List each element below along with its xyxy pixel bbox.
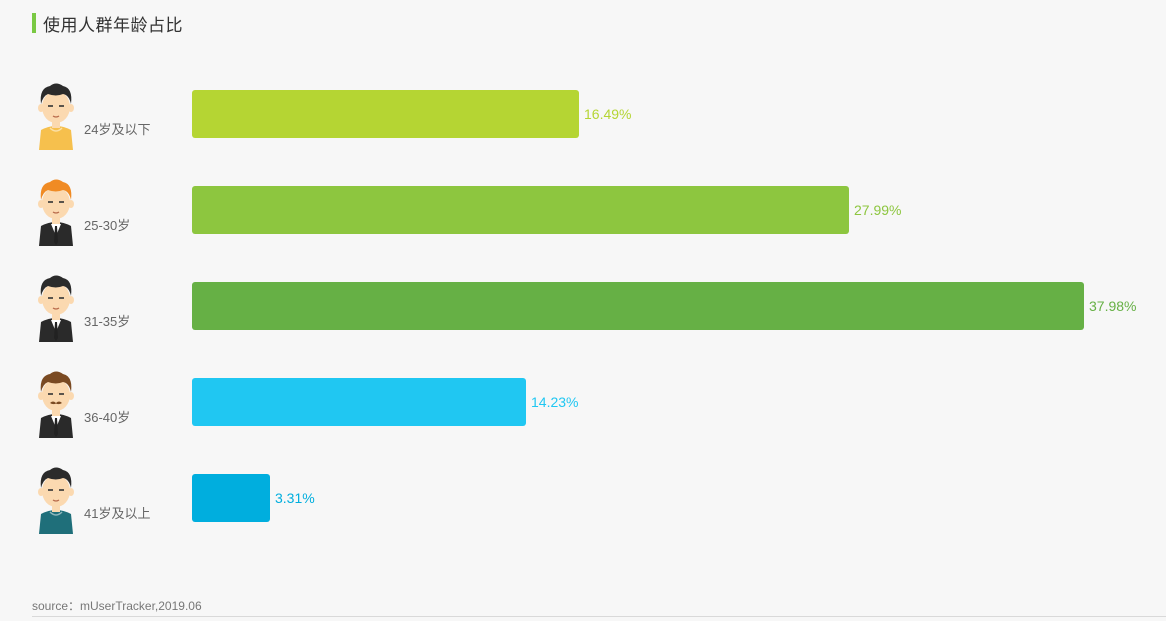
- chart-title: 使用人群年龄占比: [43, 15, 183, 36]
- bar: [192, 378, 526, 426]
- value-label: 27.99%: [854, 202, 902, 218]
- bar-row: 41岁及以上 3.31%: [0, 467, 1166, 550]
- young-man-yellow-shirt-icon: [30, 78, 82, 150]
- source-note: source：mUserTracker,2019.06: [32, 599, 202, 613]
- bar: [192, 186, 849, 234]
- bar-row: 24岁及以下 16.49%: [0, 83, 1166, 166]
- category-label: 24岁及以下: [84, 122, 151, 137]
- man-orange-hair-suit-icon: [30, 174, 82, 246]
- man-black-hair-suit-icon: [30, 270, 82, 342]
- value-label: 14.23%: [531, 394, 579, 410]
- bar: [192, 90, 579, 138]
- bar: [192, 282, 1084, 330]
- category-label: 36-40岁: [84, 410, 131, 425]
- value-label: 3.31%: [275, 490, 315, 506]
- bar-row: 31-35岁 37.98%: [0, 275, 1166, 358]
- category-label: 31-35岁: [84, 314, 131, 329]
- chart-header: 使用人群年龄占比: [32, 12, 183, 36]
- bar-row: 36-40岁 14.23%: [0, 371, 1166, 454]
- bar: [192, 474, 270, 522]
- value-label: 37.98%: [1089, 298, 1137, 314]
- bar-row: 25-30岁 27.99%: [0, 179, 1166, 262]
- man-mustache-suit-icon: [30, 366, 82, 438]
- title-accent-bar: [32, 13, 36, 33]
- man-teal-shirt-icon: [30, 462, 82, 534]
- category-label: 25-30岁: [84, 218, 131, 233]
- category-label: 41岁及以上: [84, 506, 151, 521]
- value-label: 16.49%: [584, 106, 632, 122]
- bottom-divider: [32, 616, 1166, 617]
